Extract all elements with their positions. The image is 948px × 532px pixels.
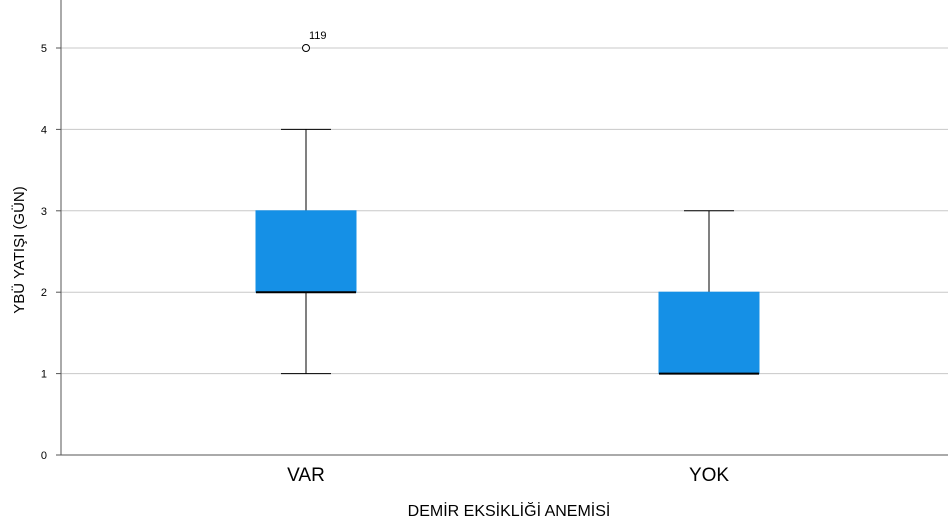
outlier-label: 119 (309, 30, 327, 42)
y-axis-title: YBÜ YATIŞI (GÜN) (10, 186, 28, 314)
y-tick-label: 4 (41, 124, 47, 136)
y-tick-label: 5 (41, 43, 47, 55)
iqr-box (255, 210, 357, 293)
x-tick-label: VAR (287, 465, 325, 486)
y-tick-label: 3 (41, 206, 47, 218)
x-tick-label: YOK (689, 465, 729, 486)
y-tick-label: 1 (41, 369, 47, 381)
outlier-point (302, 44, 310, 52)
x-tick-labels: VAR YOK (287, 465, 729, 486)
y-tick-label: 2 (41, 287, 47, 299)
box-group (658, 210, 760, 375)
y-tick-labels: 0 1 2 3 4 5 (41, 43, 61, 462)
y-tick-label: 0 (41, 450, 47, 462)
boxes: 119 (255, 30, 760, 375)
box-group: 119 (255, 30, 357, 375)
gridlines (61, 47, 948, 375)
iqr-box (658, 291, 760, 375)
axes (60, 0, 948, 456)
x-axis-title: DEMİR EKSİKLİĞİ ANEMİSİ (408, 501, 611, 520)
